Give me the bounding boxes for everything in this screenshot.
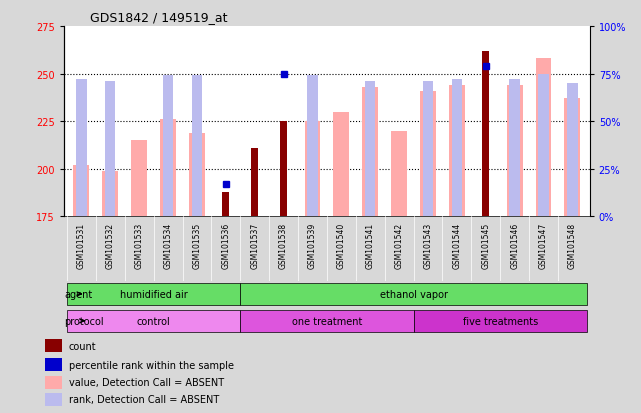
Bar — [222, 192, 229, 217]
Text: GSM101531: GSM101531 — [77, 222, 86, 268]
Bar — [251, 148, 258, 217]
Bar — [538, 74, 549, 217]
Bar — [452, 80, 462, 217]
Bar — [413, 311, 587, 332]
Bar — [536, 59, 551, 217]
Bar — [365, 82, 376, 217]
Text: GSM101541: GSM101541 — [366, 222, 375, 268]
Text: GSM101535: GSM101535 — [192, 222, 201, 268]
Text: GDS1842 / 149519_at: GDS1842 / 149519_at — [90, 11, 228, 24]
Text: GSM101548: GSM101548 — [568, 222, 577, 268]
Bar — [45, 358, 62, 371]
Bar — [565, 99, 580, 217]
Text: GSM101537: GSM101537 — [250, 222, 259, 268]
Bar — [240, 311, 413, 332]
Bar — [45, 339, 62, 352]
Text: GSM101543: GSM101543 — [424, 222, 433, 268]
Bar — [449, 86, 465, 217]
Text: GSM101542: GSM101542 — [395, 222, 404, 268]
Bar — [304, 122, 320, 217]
Text: GSM101534: GSM101534 — [163, 222, 172, 268]
Bar — [362, 88, 378, 217]
Bar — [510, 80, 520, 217]
Text: GSM101538: GSM101538 — [279, 222, 288, 268]
Bar — [105, 82, 115, 217]
Bar — [76, 80, 87, 217]
Text: agent: agent — [64, 289, 92, 299]
Text: GSM101547: GSM101547 — [539, 222, 548, 268]
Bar — [506, 86, 522, 217]
Bar — [74, 166, 89, 217]
Bar — [67, 311, 240, 332]
Text: GSM101533: GSM101533 — [135, 222, 144, 268]
Text: five treatments: five treatments — [463, 316, 538, 326]
Text: one treatment: one treatment — [292, 316, 362, 326]
Bar — [163, 76, 173, 217]
Text: rank, Detection Call = ABSENT: rank, Detection Call = ABSENT — [69, 394, 219, 404]
Bar — [391, 131, 407, 217]
Text: count: count — [69, 341, 96, 351]
Bar — [67, 283, 240, 305]
Text: GSM101536: GSM101536 — [221, 222, 230, 268]
Bar — [482, 52, 489, 217]
Bar — [307, 76, 318, 217]
Text: GSM101546: GSM101546 — [510, 222, 519, 268]
Bar — [333, 112, 349, 217]
Text: percentile rank within the sample: percentile rank within the sample — [69, 360, 233, 370]
Bar — [189, 133, 205, 217]
Text: value, Detection Call = ABSENT: value, Detection Call = ABSENT — [69, 377, 224, 387]
Bar — [567, 84, 578, 217]
Bar — [240, 283, 587, 305]
Text: GSM101532: GSM101532 — [106, 222, 115, 268]
Text: GSM101545: GSM101545 — [481, 222, 490, 268]
Bar — [160, 120, 176, 217]
Text: protocol: protocol — [64, 316, 104, 326]
Bar — [192, 76, 202, 217]
Bar — [420, 91, 436, 217]
Text: control: control — [137, 316, 171, 326]
Bar — [45, 393, 62, 406]
Bar — [131, 141, 147, 217]
Text: GSM101544: GSM101544 — [453, 222, 462, 268]
Bar — [45, 376, 62, 389]
Bar — [423, 82, 433, 217]
Text: GSM101540: GSM101540 — [337, 222, 346, 268]
Bar — [103, 171, 118, 217]
Text: GSM101539: GSM101539 — [308, 222, 317, 268]
Text: humidified air: humidified air — [120, 289, 188, 299]
Text: ethanol vapor: ethanol vapor — [379, 289, 447, 299]
Bar — [280, 122, 287, 217]
